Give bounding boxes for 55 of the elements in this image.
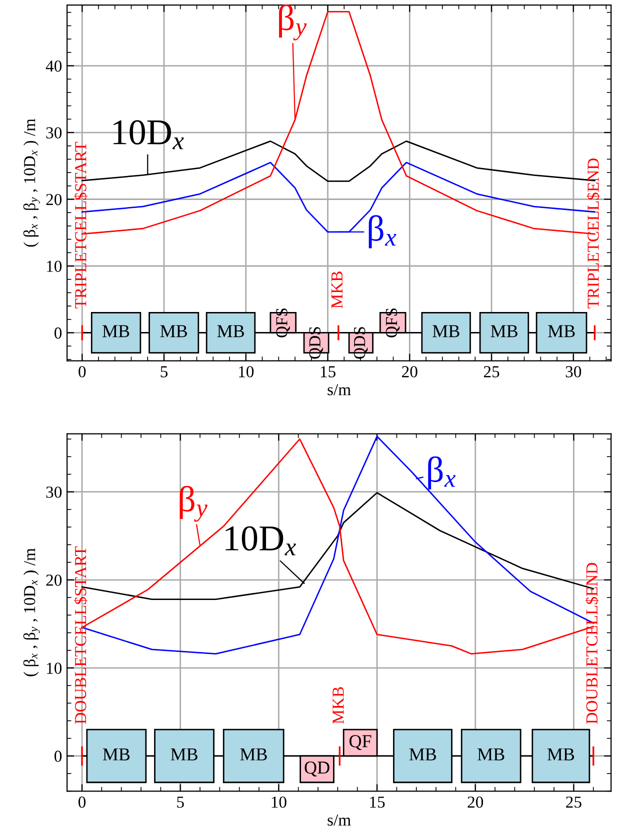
annotation: MB [102,748,130,760]
ref-line-label: MKB [332,687,344,724]
x-tick-label: 25 [566,796,582,808]
annotation: 10D$_{x}$ [226,526,296,556]
ref-line-label: DOUBLETCELL$START [74,546,88,724]
annotation: QDS [309,327,324,359]
x-tick-label: 25 [484,366,500,378]
annotation: 10D$_{x}$ [113,120,184,150]
annotation: β$_{x}$ [428,456,456,490]
x-tick-label: 0 [78,796,86,808]
y-tick-label: 30 [46,486,62,498]
y-tick-label: 20 [46,574,62,586]
y-axis-title: ( β$_{x}$ , β$_{y}$ , 10D$_{x}$ ) /m [23,548,40,676]
y-axis-title: ( β$_{x}$ , β$_{y}$ , 10D$_{x}$ ) /m [23,118,40,247]
annotation: MB [170,748,198,760]
ref-line-label: TRIPLETCELL$START [74,142,88,308]
x-tick-label: 10 [272,796,286,808]
x-tick-label: 20 [402,366,418,378]
y-tick-label: 0 [54,750,62,762]
x-tick-label: 10 [239,366,254,378]
annotation: QD [304,762,330,776]
y-tick-label: 30 [46,127,62,138]
annotation: β$_{y}$ [279,4,307,40]
y-tick-label: 40 [46,60,62,72]
annotation: β$_{x}$ [368,215,396,248]
x-tick-label: 0 [78,366,86,378]
y-tick-label: 10 [47,662,62,674]
annotation: QDS [354,327,368,359]
annotation: MB [409,748,436,760]
annotation: MB [432,325,460,338]
x-tick-label: 15 [370,796,385,808]
x-tick-label: 30 [566,366,582,378]
annotation: MB [490,325,518,338]
ref-line-label: MKB [332,272,342,308]
y-tick-label: 0 [54,327,62,339]
y-tick-label: 10 [47,260,62,272]
x-tick-label: 20 [468,796,484,808]
annotation: MB [102,325,130,338]
annotation: MB [217,325,244,338]
annotation: MB [548,325,575,338]
annotation: QF [350,735,372,750]
ref-line-label: TRIPLETCELL$END [586,158,600,308]
x-axis-title: s/m [328,814,351,826]
annotation: MB [547,748,574,760]
annotation: MB [478,748,504,760]
y-tick-label: 20 [46,194,62,206]
annotation: β$_{y}$ [180,486,208,522]
x-tick-label: 5 [177,796,184,808]
ref-line-label: DOUBLETCELL$END [585,562,599,724]
annotation: MB [160,325,187,338]
annotation: QFS [386,308,400,338]
annotation: MB [240,748,267,760]
x-tick-label: 15 [320,366,336,378]
x-tick-label: 5 [160,366,168,378]
x-axis-title: s/m [328,384,351,396]
